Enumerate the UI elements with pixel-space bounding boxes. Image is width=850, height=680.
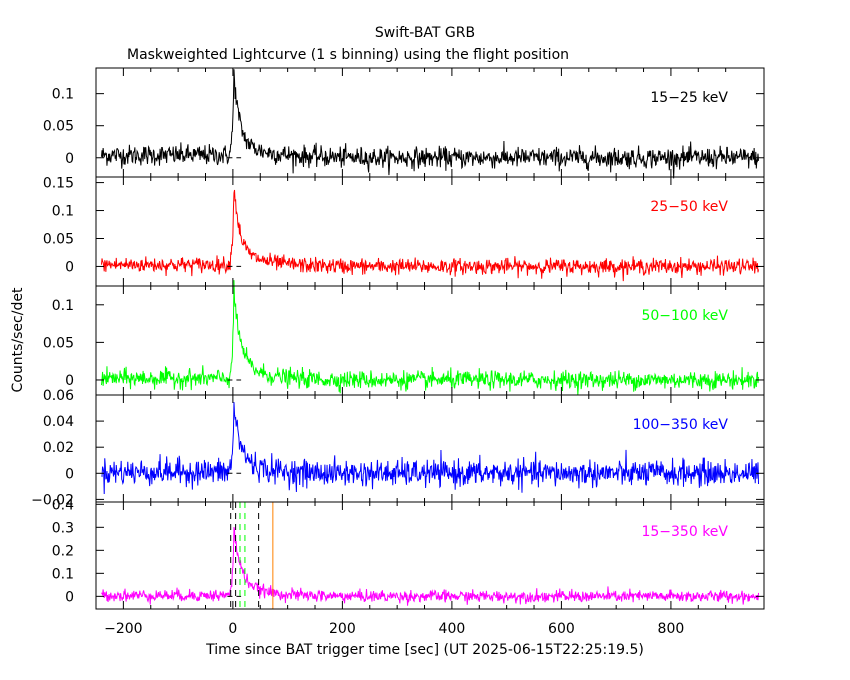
- series-line: [100, 189, 760, 282]
- band-label: 15−25 keV: [650, 90, 728, 106]
- y-tick-label: 0.15: [43, 176, 74, 192]
- chart-subtitle: Maskweighted Lightcurve (1 s binning) us…: [127, 47, 569, 63]
- panel-3: 0 0.05 0.1 50−100 keV: [43, 280, 765, 396]
- y-tick-label: 0.4: [52, 497, 74, 513]
- x-tick-labels: −200 0 200 400 600 800: [104, 621, 684, 637]
- x-tick-label: 400: [439, 621, 466, 637]
- band-label: 100−350 keV: [633, 417, 729, 433]
- chart-title: Swift-BAT GRB: [375, 25, 475, 41]
- series-line: [100, 69, 760, 179]
- y-tick-label: 0.04: [43, 414, 74, 430]
- band-label: 15−350 keV: [641, 524, 728, 540]
- band-label: 25−50 keV: [650, 199, 728, 215]
- y-tick-label: 0.1: [52, 204, 74, 220]
- band-label: 50−100 keV: [641, 308, 728, 324]
- x-tick-label: 600: [548, 621, 575, 637]
- x-axis-label: Time since BAT trigger time [sec] (UT 20…: [205, 642, 644, 658]
- panel-frame: [95, 176, 765, 287]
- panel-frame: [95, 501, 765, 610]
- y-tick-label: 0.05: [43, 231, 74, 247]
- panel-2: 0 0.05 0.1 0.15 25−50 keV: [43, 176, 765, 287]
- y-tick-label: 0.05: [43, 335, 74, 351]
- y-tick-label: 0.02: [43, 440, 74, 456]
- panel-4: −0.02 0 0.02 0.04 0.06 100−350 keV: [31, 388, 765, 508]
- y-tick-label: 0: [65, 589, 74, 605]
- panel-1: 0 0.05 0.1 15−25 keV: [43, 67, 765, 179]
- y-tick-label: 0.2: [52, 543, 74, 559]
- x-tick-label: 200: [329, 621, 356, 637]
- y-tick-label: 0.06: [43, 388, 74, 404]
- x-tick-label: 0: [228, 621, 237, 637]
- y-tick-label: 0: [65, 373, 74, 389]
- y-tick-label: −0.02: [31, 492, 74, 508]
- x-tick-label: −200: [104, 621, 142, 637]
- y-tick-label: 0: [65, 466, 74, 482]
- y-tick-label: 0.1: [52, 87, 74, 103]
- y-tick-label: 0.3: [52, 520, 74, 536]
- y-axis-label: Counts/sec/det: [10, 287, 26, 392]
- series-line: [101, 526, 760, 606]
- series-line: [101, 402, 760, 495]
- y-tick-label: 0.05: [43, 119, 74, 135]
- y-tick-label: 0: [65, 151, 74, 167]
- y-tick-label: 0.1: [52, 566, 74, 582]
- y-tick-label: 0: [65, 259, 74, 275]
- panel-5: 0 0.1 0.2 0.3 0.4 15−350 keV: [52, 497, 765, 610]
- panel-frame: [95, 394, 765, 503]
- series-line: [100, 280, 760, 395]
- x-tick-label: 800: [658, 621, 685, 637]
- y-tick-label: 0.1: [52, 298, 74, 314]
